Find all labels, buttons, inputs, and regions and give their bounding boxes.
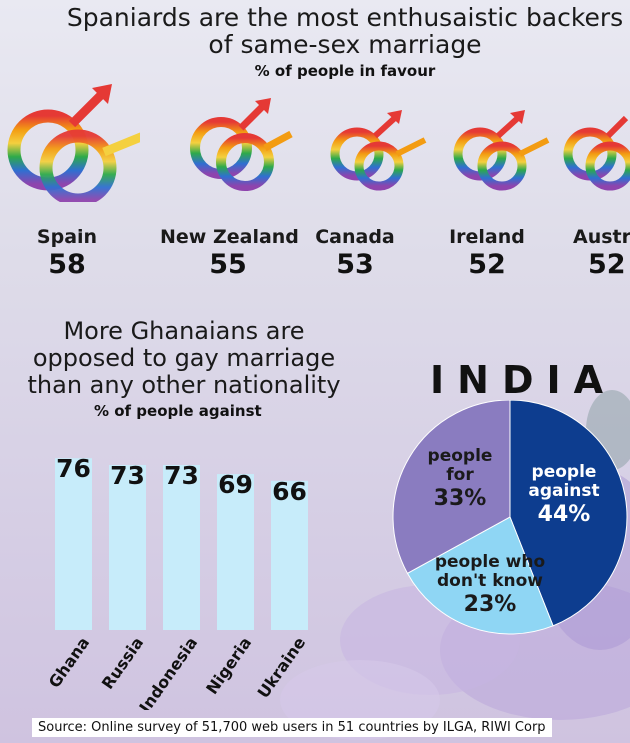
pie-label-for: people for 33% (427, 446, 493, 511)
against-title: More Ghanaians are opposed to gay marria… (27, 317, 341, 399)
country-value: 52 (468, 249, 506, 280)
country-label: Ireland (449, 226, 525, 248)
country-value: 52 (588, 249, 626, 280)
pie-label-against: people against 44% (528, 462, 600, 527)
male-symbol-icon (7, 84, 140, 202)
bar-value-label: 69 (218, 470, 253, 499)
country-value: 53 (336, 249, 374, 280)
country-label: Canada (315, 226, 395, 248)
bar-category-label: Ghana (45, 633, 94, 691)
bar-category-label: Nigeria (202, 633, 255, 697)
main-title: Spaniards are the most enthusaistic back… (66, 3, 624, 59)
main-subtitle: % of people in favour (254, 62, 436, 80)
pie-slice-for (392, 400, 511, 575)
male-symbol-icon (563, 115, 630, 191)
bar-russia (109, 465, 146, 630)
bar-nigeria (217, 474, 254, 630)
bar-category-label: Russia (98, 633, 147, 692)
bar-category-label: Ukraine (254, 633, 310, 701)
source-note: Source: Online survey of 51,700 web user… (32, 718, 552, 737)
male-symbol-icon (330, 110, 427, 191)
country-label: Spain (36, 226, 98, 248)
india-pie-chart (392, 400, 628, 635)
male-symbol-icon (190, 98, 293, 191)
bar-ukraine (271, 480, 308, 630)
bar-value-label: 73 (164, 461, 199, 490)
country-label: New Zealand (160, 226, 299, 248)
pie-slice-dont-know (406, 516, 554, 635)
india-title: INDIA (430, 358, 617, 402)
pie-slice-against (509, 400, 628, 627)
country-value: 55 (209, 249, 247, 280)
against-bar-chart: 76Ghana73Russia73Indonesia69Nigeria66Ukr… (45, 454, 310, 710)
bar-indonesia (163, 465, 200, 630)
country-label: Austri (573, 226, 630, 248)
bar-value-label: 73 (110, 461, 145, 490)
bar-value-label: 66 (272, 477, 307, 506)
bar-value-label: 76 (56, 454, 91, 483)
bar-ghana (55, 458, 92, 630)
against-subtitle: % of people against (94, 402, 262, 420)
male-symbol-icon (453, 110, 550, 191)
country-value: 58 (48, 249, 86, 280)
pie-label-dont-know: people who don't know 23% (434, 552, 546, 617)
